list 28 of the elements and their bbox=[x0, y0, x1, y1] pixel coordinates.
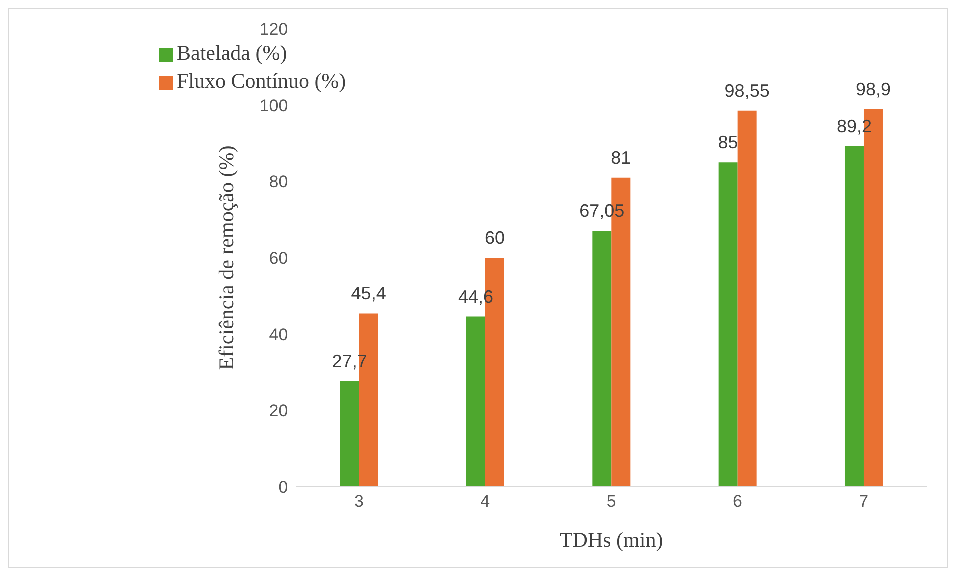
data-label: 45,4 bbox=[351, 284, 386, 304]
data-label: 81 bbox=[611, 148, 632, 168]
y-tick-label: 100 bbox=[260, 96, 288, 116]
bar bbox=[340, 381, 360, 487]
y-tick-label: 80 bbox=[269, 172, 288, 192]
y-tick-label: 0 bbox=[278, 478, 288, 498]
y-tick-label: 20 bbox=[269, 402, 288, 421]
data-label: 98,9 bbox=[856, 80, 892, 100]
x-tick-label: 5 bbox=[606, 492, 616, 512]
data-label: 60 bbox=[484, 228, 506, 248]
bar bbox=[718, 162, 738, 487]
x-tick-label: 6 bbox=[733, 492, 742, 512]
x-axis-title: TDHs (min) bbox=[560, 528, 664, 552]
y-tick-label: 120 bbox=[260, 20, 288, 40]
x-tick-label: 7 bbox=[859, 492, 869, 512]
bar bbox=[738, 110, 757, 487]
data-label: 85 bbox=[718, 132, 738, 153]
legend-label: Fluxo Contínuo (%) bbox=[177, 69, 346, 93]
bar bbox=[592, 231, 612, 487]
data-label: 98,55 bbox=[724, 80, 770, 101]
x-tick-label: 3 bbox=[354, 492, 364, 512]
y-tick-label: 40 bbox=[269, 325, 288, 344]
y-axis-title: Eficiência de remoção (%) bbox=[214, 146, 239, 370]
bar bbox=[466, 316, 486, 487]
legend-label: Batelada (%) bbox=[177, 41, 288, 65]
y-tick-label: 60 bbox=[269, 249, 288, 268]
x-tick-label: 4 bbox=[480, 492, 490, 512]
bar bbox=[844, 146, 864, 487]
